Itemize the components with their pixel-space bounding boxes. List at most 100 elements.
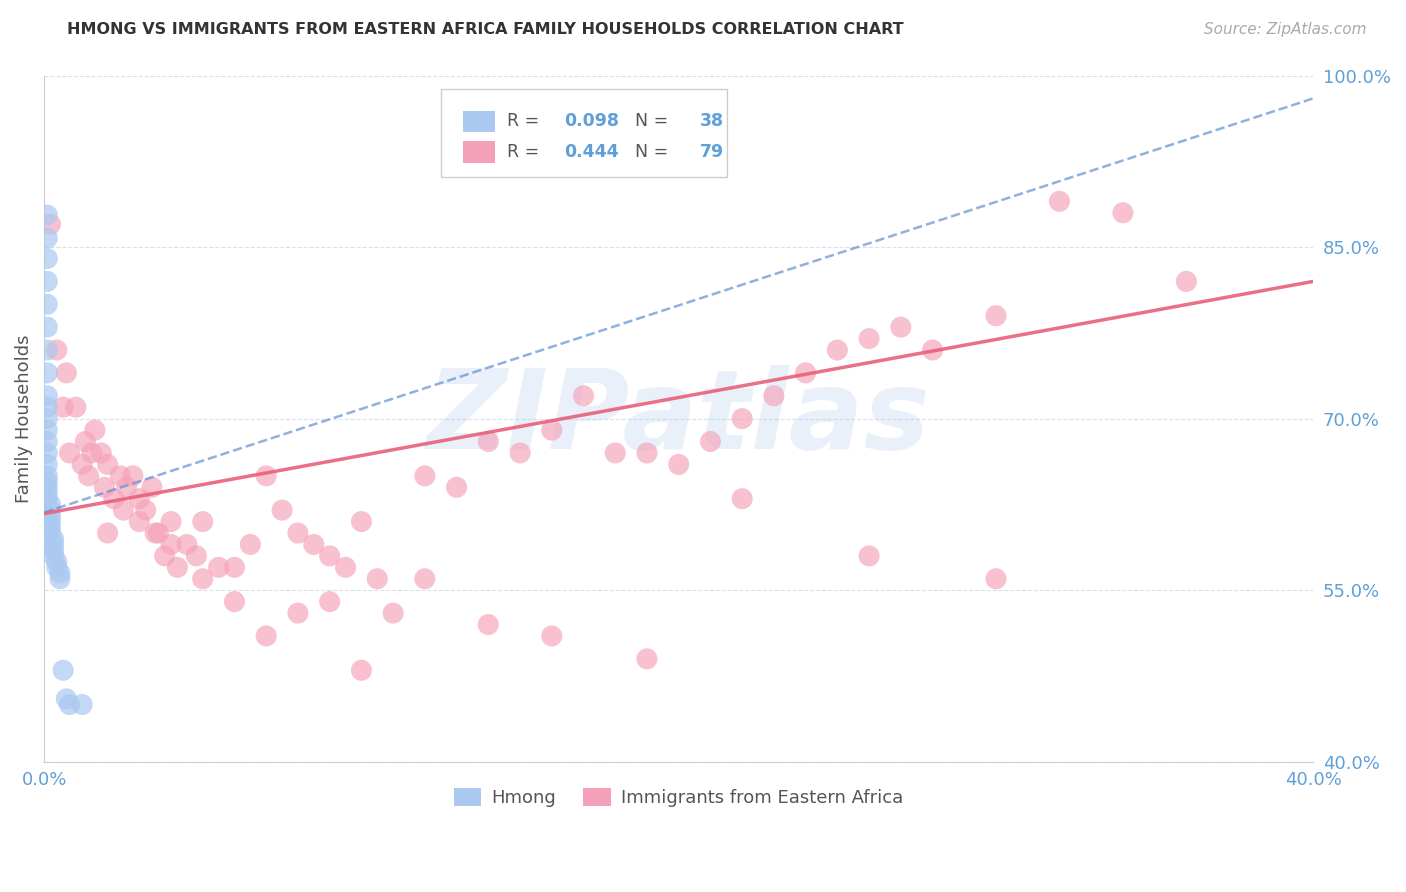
Point bbox=[37, 423, 59, 437]
Point bbox=[37, 231, 59, 245]
Point bbox=[191, 515, 214, 529]
Point bbox=[45, 560, 67, 574]
Point bbox=[540, 423, 562, 437]
Point bbox=[731, 411, 754, 425]
Point bbox=[37, 366, 59, 380]
Y-axis label: Family Households: Family Households bbox=[15, 334, 32, 503]
Point bbox=[83, 423, 105, 437]
Point bbox=[122, 468, 145, 483]
Point bbox=[55, 691, 77, 706]
Point bbox=[141, 480, 163, 494]
Text: N =: N = bbox=[624, 112, 673, 130]
Point bbox=[1112, 206, 1135, 220]
Point bbox=[191, 572, 214, 586]
Point bbox=[39, 526, 62, 541]
Point bbox=[37, 411, 59, 425]
Point bbox=[80, 446, 103, 460]
Point bbox=[540, 629, 562, 643]
Point bbox=[37, 343, 59, 357]
Point bbox=[858, 332, 880, 346]
Point bbox=[446, 480, 468, 494]
Text: 0.444: 0.444 bbox=[564, 143, 619, 161]
Point bbox=[413, 572, 436, 586]
Point bbox=[42, 549, 65, 563]
Point bbox=[287, 606, 309, 620]
Text: HMONG VS IMMIGRANTS FROM EASTERN AFRICA FAMILY HOUSEHOLDS CORRELATION CHART: HMONG VS IMMIGRANTS FROM EASTERN AFRICA … bbox=[67, 22, 904, 37]
Text: N =: N = bbox=[624, 143, 673, 161]
Point bbox=[413, 468, 436, 483]
Point bbox=[37, 320, 59, 334]
Point bbox=[636, 446, 658, 460]
Text: Source: ZipAtlas.com: Source: ZipAtlas.com bbox=[1204, 22, 1367, 37]
Point bbox=[42, 537, 65, 551]
Point bbox=[302, 537, 325, 551]
Point bbox=[52, 663, 75, 677]
Point bbox=[37, 401, 59, 415]
Text: ZIPatlas: ZIPatlas bbox=[427, 365, 931, 472]
Point bbox=[1049, 194, 1071, 209]
Point bbox=[37, 274, 59, 288]
Point bbox=[39, 217, 62, 231]
Point bbox=[37, 475, 59, 489]
Point bbox=[39, 515, 62, 529]
Point bbox=[921, 343, 943, 357]
Point bbox=[55, 366, 77, 380]
Point bbox=[39, 508, 62, 523]
Point bbox=[731, 491, 754, 506]
Point bbox=[794, 366, 817, 380]
Point bbox=[890, 320, 912, 334]
Point bbox=[699, 434, 721, 449]
Point bbox=[110, 468, 132, 483]
Point bbox=[858, 549, 880, 563]
Point bbox=[128, 515, 150, 529]
Point bbox=[224, 560, 246, 574]
Text: 79: 79 bbox=[700, 143, 724, 161]
Point bbox=[350, 515, 373, 529]
Point bbox=[186, 549, 208, 563]
Point bbox=[762, 389, 785, 403]
Point bbox=[827, 343, 849, 357]
Point bbox=[984, 572, 1007, 586]
Point bbox=[148, 526, 170, 541]
Point bbox=[207, 560, 229, 574]
Point bbox=[58, 446, 80, 460]
Point bbox=[1175, 274, 1198, 288]
Point bbox=[176, 537, 198, 551]
Point bbox=[93, 480, 115, 494]
Point bbox=[477, 617, 499, 632]
Point bbox=[271, 503, 294, 517]
Point bbox=[37, 434, 59, 449]
Point bbox=[115, 480, 138, 494]
Point bbox=[572, 389, 595, 403]
Text: 38: 38 bbox=[700, 112, 724, 130]
Text: R =: R = bbox=[508, 112, 546, 130]
Point bbox=[153, 549, 176, 563]
Point bbox=[45, 555, 67, 569]
Point bbox=[287, 526, 309, 541]
Point bbox=[477, 434, 499, 449]
Point bbox=[636, 652, 658, 666]
Point bbox=[37, 389, 59, 403]
Point bbox=[65, 401, 87, 415]
Point bbox=[39, 520, 62, 534]
Point bbox=[39, 503, 62, 517]
Point bbox=[318, 549, 340, 563]
Point bbox=[160, 515, 183, 529]
Point bbox=[143, 526, 166, 541]
Point bbox=[37, 297, 59, 311]
Point bbox=[37, 480, 59, 494]
Point bbox=[350, 663, 373, 677]
Point bbox=[128, 491, 150, 506]
Bar bbox=[463, 111, 495, 133]
Point bbox=[335, 560, 357, 574]
Point bbox=[224, 594, 246, 608]
Text: 0.098: 0.098 bbox=[564, 112, 620, 130]
Point bbox=[37, 468, 59, 483]
Point bbox=[254, 468, 277, 483]
Point bbox=[37, 252, 59, 266]
Point bbox=[37, 446, 59, 460]
Point bbox=[70, 698, 93, 712]
Point bbox=[166, 560, 188, 574]
Point bbox=[984, 309, 1007, 323]
Text: R =: R = bbox=[508, 143, 546, 161]
